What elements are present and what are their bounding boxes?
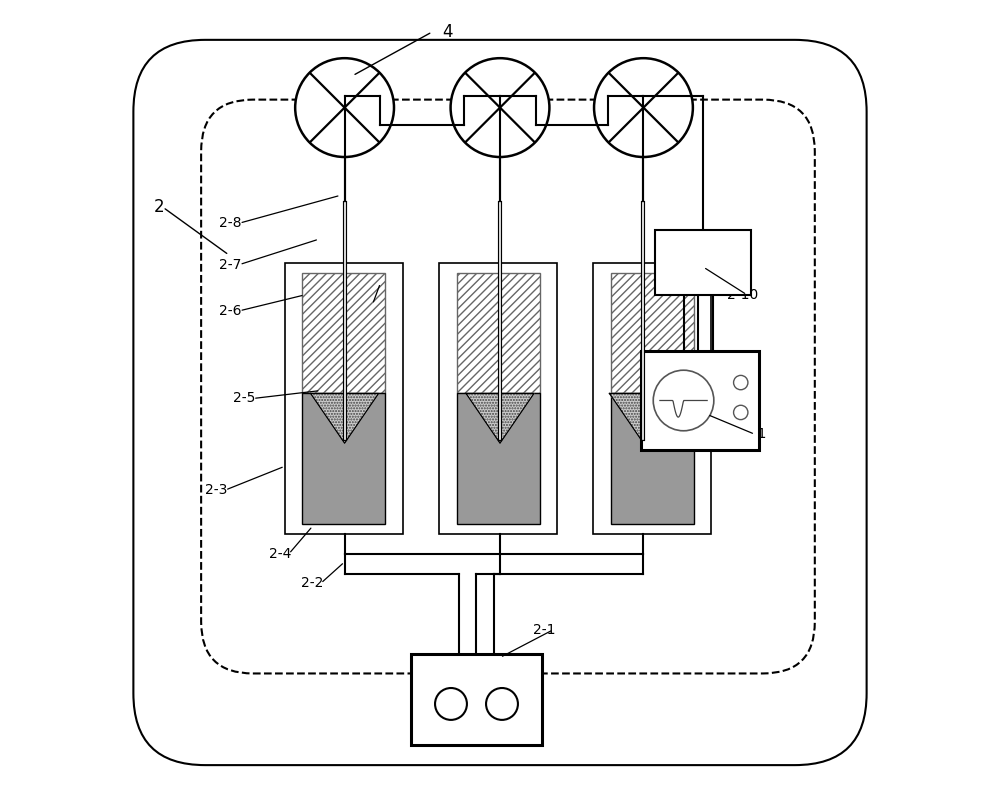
Text: 2-5: 2-5 <box>233 391 255 406</box>
Bar <box>285 263 403 534</box>
Circle shape <box>486 688 518 720</box>
Bar <box>302 273 385 394</box>
Circle shape <box>594 58 693 157</box>
Circle shape <box>734 405 748 419</box>
Text: 2-11: 2-11 <box>735 427 766 442</box>
Circle shape <box>653 370 714 430</box>
Bar <box>641 351 759 450</box>
Polygon shape <box>311 394 379 443</box>
FancyBboxPatch shape <box>133 40 867 765</box>
Text: 2-8: 2-8 <box>219 216 242 230</box>
Text: 2-2: 2-2 <box>301 576 323 591</box>
Text: 2: 2 <box>153 198 164 216</box>
Text: 2-7: 2-7 <box>219 257 242 272</box>
Text: 4: 4 <box>442 23 452 41</box>
Bar <box>611 273 694 394</box>
Circle shape <box>451 58 549 157</box>
Text: 2-10: 2-10 <box>727 288 758 302</box>
Polygon shape <box>466 394 534 443</box>
Bar <box>655 230 751 295</box>
Polygon shape <box>609 394 677 443</box>
Bar <box>457 394 540 524</box>
Bar <box>411 654 542 745</box>
Bar <box>611 394 694 524</box>
Circle shape <box>295 58 394 157</box>
Circle shape <box>734 375 748 390</box>
Text: 2-6: 2-6 <box>219 304 242 318</box>
Text: 2-3: 2-3 <box>205 483 227 497</box>
Circle shape <box>435 688 467 720</box>
Text: 2-9: 2-9 <box>353 297 375 312</box>
Text: 2-1: 2-1 <box>533 622 556 637</box>
Bar <box>457 273 540 394</box>
Bar <box>302 394 385 524</box>
Bar <box>593 263 711 534</box>
Bar <box>439 263 557 534</box>
Text: 2-4: 2-4 <box>269 547 291 561</box>
